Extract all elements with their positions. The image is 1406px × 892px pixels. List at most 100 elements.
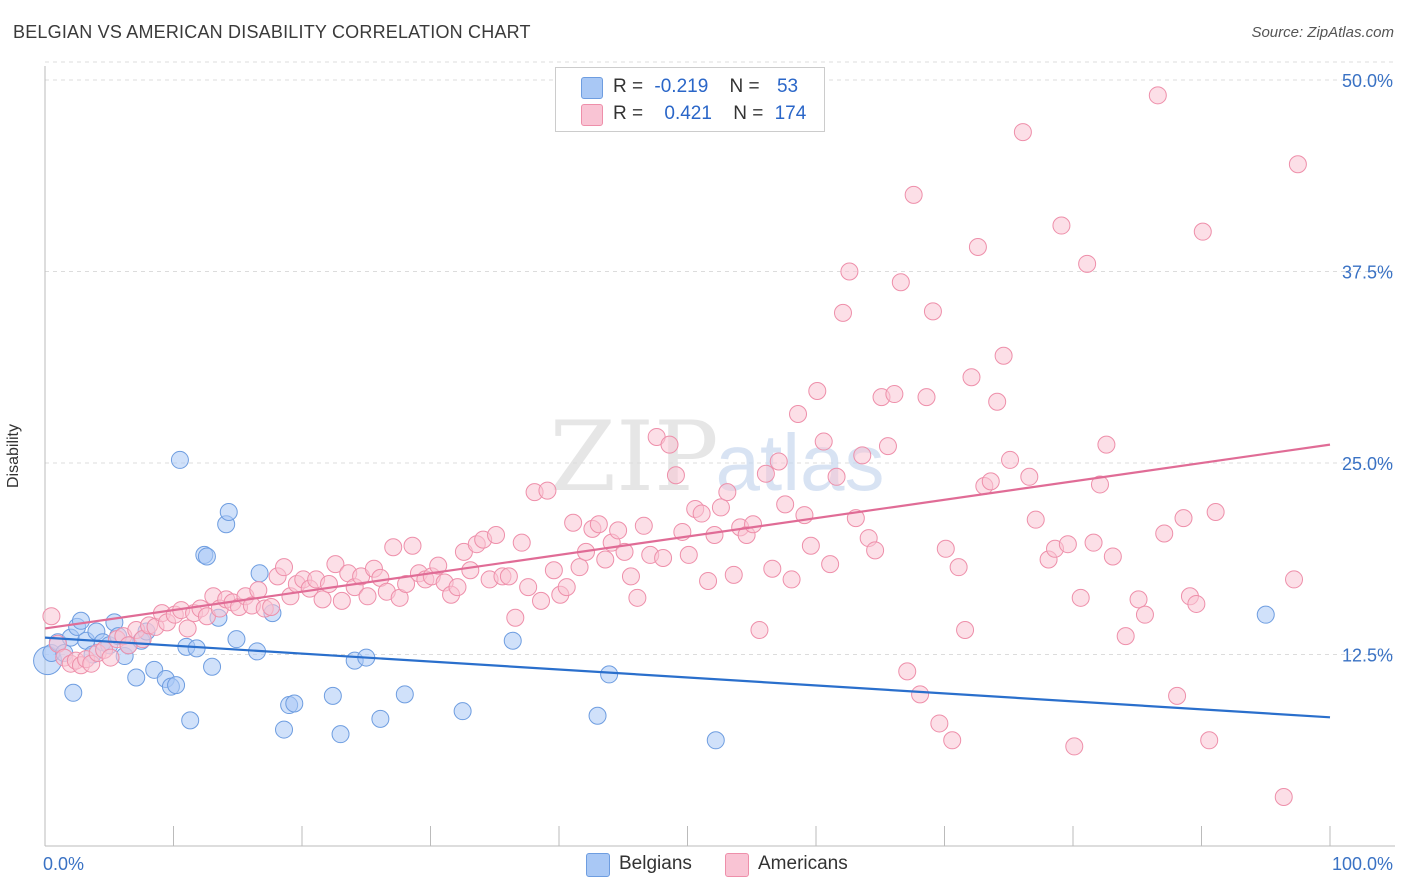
american-point-147 [981,472,1000,491]
american-point-175 [1200,731,1219,750]
american-point-22 [178,619,197,638]
american-point-79 [544,561,563,580]
american-point-91 [621,567,640,586]
legend-swatch-americans [725,853,749,877]
watermark-atlas: atlas [716,418,885,507]
american-point-160 [1078,254,1097,273]
y-axis-label: Disability [5,423,22,489]
american-point-0 [42,607,61,626]
belgian-point-39 [285,694,304,713]
american-point-72 [499,567,518,586]
american-point-178 [1285,570,1304,589]
american-point-82 [564,513,583,532]
legend-r-label: R = [613,76,644,97]
source-note: Source: ZipAtlas.com [1251,24,1394,41]
legend-label-americans: Americans [758,853,848,874]
american-point-100 [679,545,698,564]
belgian-point-23 [170,450,189,469]
y-tick-labels: 12.5% 25.0% 37.5% 50.0% [1342,71,1393,666]
belgian-point-48 [588,706,607,725]
american-point-132 [885,385,904,404]
american-point-168 [1148,86,1167,105]
american-point-110 [744,515,763,534]
belgian-point-37 [275,720,294,739]
american-point-98 [666,466,685,485]
american-point-179 [1288,155,1307,174]
american-point-171 [1174,509,1193,528]
american-point-104 [705,526,724,545]
american-point-157 [1058,535,1077,554]
trend-line-americans [44,443,1331,630]
american-point-50 [358,587,377,606]
american-point-75 [519,578,538,597]
american-point-141 [943,731,962,750]
watermark: ZIP atlas [549,401,884,513]
american-point-158 [1065,737,1084,756]
american-point-137 [917,388,936,407]
american-point-112 [756,464,775,483]
american-point-44 [319,575,338,594]
american-point-124 [833,303,852,322]
belgian-point-46 [453,702,472,721]
american-point-144 [962,368,981,387]
american-point-57 [403,536,422,555]
y-tick-label-2: 37.5% [1342,263,1393,283]
american-point-115 [776,495,795,514]
legend-swatch-belgians [581,77,603,99]
american-point-142 [949,558,968,577]
american-point-170 [1168,686,1187,705]
american-point-105 [711,498,730,517]
american-point-111 [750,620,769,639]
american-point-114 [769,452,788,471]
belgian-point-49 [600,665,619,684]
belgian-point-33 [227,630,246,649]
american-point-87 [596,550,615,569]
american-point-74 [512,533,531,552]
american-point-37 [275,558,294,577]
grid-lines [45,61,1395,655]
belgian-point-41 [331,725,350,744]
american-point-177 [1274,787,1293,806]
american-point-162 [1090,475,1109,494]
american-point-113 [763,559,782,578]
american-point-165 [1116,627,1135,646]
american-point-97 [660,435,679,454]
american-point-83 [570,558,589,577]
american-point-45 [326,555,345,574]
belgian-point-32 [197,547,216,566]
y-tick-label-3: 50.0% [1342,71,1393,91]
american-point-131 [878,437,897,456]
chart-title: BELGIAN VS AMERICAN DISABILITY CORRELATI… [13,22,531,42]
watermark-zip: ZIP [549,401,718,513]
belgian-point-40 [323,686,342,705]
american-point-46 [332,591,351,610]
american-point-169 [1155,524,1174,543]
american-point-163 [1097,435,1116,454]
american-point-54 [384,538,403,557]
american-point-107 [724,565,743,584]
trend-lines [44,443,1331,719]
american-point-145 [968,237,987,256]
belgian-point-51 [1256,605,1275,624]
american-point-66 [461,561,480,580]
american-point-153 [1026,510,1045,529]
belgian-point-30 [219,503,238,522]
american-point-135 [904,185,923,204]
american-point-161 [1084,533,1103,552]
legend-r-value-americans: 0.421 [664,103,712,124]
correlation-legend: R = -0.219 N = 53 R = 0.421 N = 174 [555,67,825,132]
legend-r-label: R = [613,103,644,124]
x-tick-labels: 0.0% 100.0% [43,854,1393,874]
american-point-35 [262,598,281,617]
belgian-point-16 [127,668,146,687]
american-point-70 [487,526,506,545]
y-tick-label-0: 12.5% [1342,646,1393,666]
american-point-143 [956,620,975,639]
american-point-151 [1013,123,1032,142]
belgian-point-45 [395,685,414,704]
american-point-123 [827,467,846,486]
american-point-102 [692,504,711,523]
american-point-164 [1103,547,1122,566]
legend-n-label: N = [733,103,764,124]
